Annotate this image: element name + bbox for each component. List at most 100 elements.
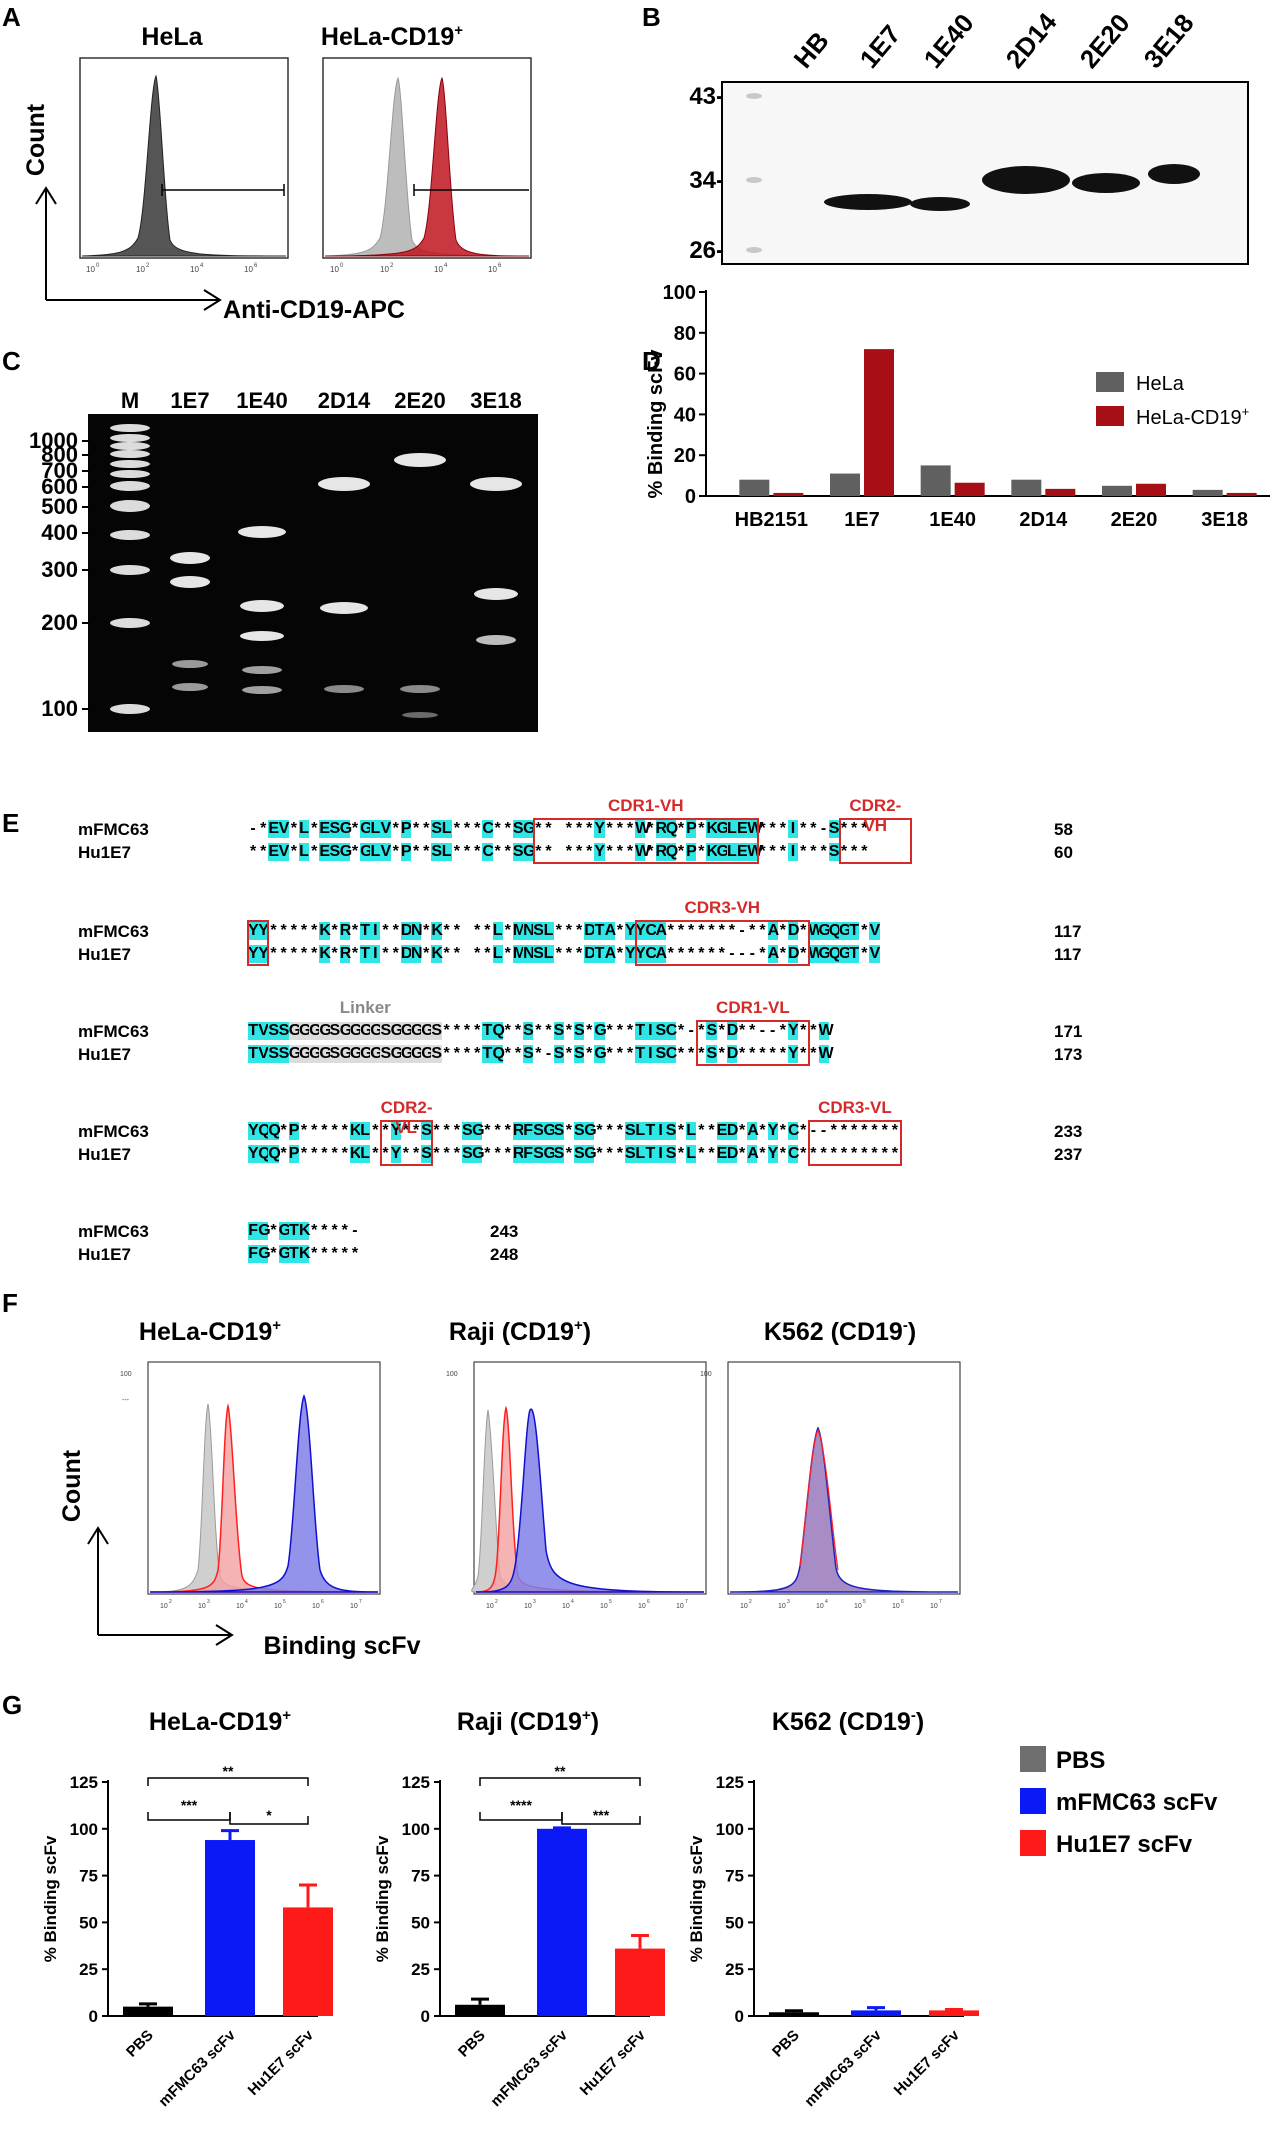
legend-label-hela: HeLa (1136, 373, 1185, 395)
panel-g-x-tick-label: mFMC63 scFv (801, 2026, 885, 2110)
sig-bracket (147, 1812, 231, 1821)
seq-count-hu1e7: 117 (1054, 945, 1082, 964)
seq-name-mfmc63: mFMC63 (78, 1122, 149, 1141)
svg-text:10: 10 (198, 1603, 206, 1610)
seq-name-mfmc63: mFMC63 (78, 922, 149, 941)
panel-g-y-tick-label: 125 (716, 1773, 744, 1792)
svg-text:600: 600 (41, 474, 78, 499)
panel-a-flow-histograms: HeLa HeLa-CD19+ 10 0 10 2 10 4 10 6 10 0 10 2 … (22, 22, 532, 324)
panel-d-bar-hela-1e40 (920, 465, 951, 496)
svg-text:10: 10 (600, 1603, 608, 1610)
panel-g-title-raji: Raji (CD19+) (457, 1707, 599, 1736)
panel-d-x-tick-label: 3E18 (1201, 509, 1248, 531)
seq-line-hu1e7: FG* GTK* * * * * (248, 1245, 359, 1263)
svg-text:6: 6 (498, 263, 502, 269)
cdr-label: CDR3-VL (818, 1098, 892, 1117)
svg-text:10: 10 (488, 265, 497, 274)
sig-label: * (266, 1807, 272, 1823)
svg-text:10: 10 (350, 1603, 358, 1610)
seq-name-hu1e7: Hu1E7 (78, 1045, 131, 1064)
panel-g-y-tick-label: 0 (735, 2007, 744, 2026)
panel-a-title-hela-cd19: HeLa-CD19+ (321, 22, 463, 51)
hela-histogram (81, 74, 287, 257)
svg-text:---: --- (122, 1397, 130, 1404)
panel-g-y-tick-label: 125 (70, 1773, 98, 1792)
svg-text:2: 2 (146, 263, 150, 269)
cdr-box (532, 818, 759, 864)
legend-swatch-mfmc63 (1020, 1788, 1046, 1814)
svg-text:34-: 34- (689, 167, 724, 194)
panel-d-bar-hela-cd19-1e40 (954, 482, 985, 496)
svg-text:10: 10 (854, 1603, 862, 1610)
panel-g-x-tick-label: Hu1E7 scFv (577, 2026, 650, 2099)
panel-d-bar-hela-1e7 (830, 473, 860, 496)
legend-label-hu1e7: Hu1E7 scFv (1056, 1831, 1193, 1858)
svg-text:7: 7 (685, 1599, 688, 1605)
svg-text:4: 4 (444, 263, 448, 269)
seq-count-hu1e7: 248 (490, 1245, 519, 1264)
svg-text:6: 6 (901, 1599, 904, 1605)
svg-text:1E7: 1E7 (854, 19, 907, 74)
panel-g-bar-hu1e7 (283, 1907, 333, 2016)
panel-b-western-blot: HB 1E7 1E40 2D14 2E20 3E18 43- 34- 26- (689, 7, 1249, 265)
cdr-box (838, 818, 912, 864)
panel-d-bar-hela-hb2151 (739, 479, 770, 496)
panel-g-bar-mfmc63 (851, 2010, 901, 2016)
panel-d-y-tick-label: 0 (685, 486, 696, 508)
panel-d-x-tick-label: HB2151 (735, 509, 808, 531)
svg-text:400: 400 (41, 520, 78, 545)
panel-g-x-tick-label: Hu1E7 scFv (891, 2026, 964, 2099)
panel-d-bar-hela-3e18 (1192, 489, 1223, 496)
seq-count-mfmc63: 171 (1054, 1022, 1083, 1041)
svg-text:10: 10 (136, 265, 145, 274)
seq-name-mfmc63: mFMC63 (78, 1022, 149, 1041)
panel-g-x-tick-label: mFMC63 scFv (487, 2026, 571, 2110)
panel-g-y-tick-label: 100 (402, 1820, 430, 1839)
svg-text:5: 5 (609, 1599, 612, 1605)
svg-text:1E40: 1E40 (918, 8, 980, 74)
panel-d-y-tick-label: 100 (663, 282, 696, 304)
panel-d-bar-hela-cd19-2d14 (1045, 488, 1076, 496)
svg-text:0: 0 (340, 263, 344, 269)
cdr-box (634, 920, 810, 966)
svg-text:1E7: 1E7 (170, 388, 209, 413)
panel-d-x-tick-label: 2E20 (1111, 509, 1158, 531)
svg-text:26-: 26- (689, 237, 724, 264)
panel-g-y-tick-label: 0 (421, 2007, 430, 2026)
hela-cd19-histogram (324, 76, 530, 257)
panel-g-ylabel: % Binding scFv (687, 1835, 706, 1962)
legend-label-hela-cd19: HeLa-CD19+ (1136, 404, 1249, 429)
panel-g-x-tick-label: Hu1E7 scFv (245, 2026, 318, 2099)
panel-g-bar-mfmc63 (537, 1828, 587, 2016)
svg-text:6: 6 (321, 1599, 324, 1605)
panel-d-x-tick-label: 1E7 (844, 509, 880, 531)
svg-text:7: 7 (359, 1599, 362, 1605)
sig-bracket (147, 1777, 309, 1786)
seq-count-hu1e7: 237 (1054, 1145, 1083, 1164)
legend-swatch-pbs (1020, 1746, 1046, 1772)
cdr-box (379, 1120, 433, 1166)
panel-a-x-ticks: 10 0 10 2 10 4 10 6 10 0 10 2 10 4 10 6 (86, 263, 502, 274)
svg-text:10: 10 (330, 265, 339, 274)
svg-text:3E18: 3E18 (470, 388, 521, 413)
svg-text:10: 10 (930, 1603, 938, 1610)
panel-g-title-hela-cd19: HeLa-CD19+ (149, 1707, 291, 1736)
panel-c-markers: 1000 800 700 600 500 400 300 200 100 (29, 428, 78, 721)
svg-text:10: 10 (312, 1603, 320, 1610)
panel-f-title-hela-cd19: HeLa-CD19+ (139, 1317, 281, 1346)
panel-d-ylabel: % Binding scFv (645, 349, 667, 499)
sig-bracket (479, 1777, 641, 1786)
seq-line-hu1e7: YQQ* P* * * * * KL * * Y* * S* * * SG* * * RFSGS* SG* * * SLT… (248, 1145, 899, 1163)
svg-text:4: 4 (245, 1599, 248, 1605)
panel-d-y-tick-label: 40 (674, 404, 696, 426)
panel-a-xlabel: Anti-CD19-APC (223, 296, 405, 324)
panel-d-bar-hela-2d14 (1011, 479, 1042, 496)
cdr-box (247, 920, 270, 966)
panel-g-y-tick-label: 75 (79, 1867, 98, 1886)
panel-g-y-tick-label: 75 (411, 1867, 430, 1886)
panel-g-y-tick-label: 50 (725, 1913, 744, 1932)
seq-line-mfmc63: YQQ* P* * * * * KL * * Y* * S* * * SG* * * RFSGS* SG* * * SLT… (248, 1122, 899, 1140)
sig-label: ** (223, 1763, 234, 1779)
legend-swatch-hu1e7 (1020, 1830, 1046, 1856)
svg-text:800: 800 (41, 442, 78, 467)
